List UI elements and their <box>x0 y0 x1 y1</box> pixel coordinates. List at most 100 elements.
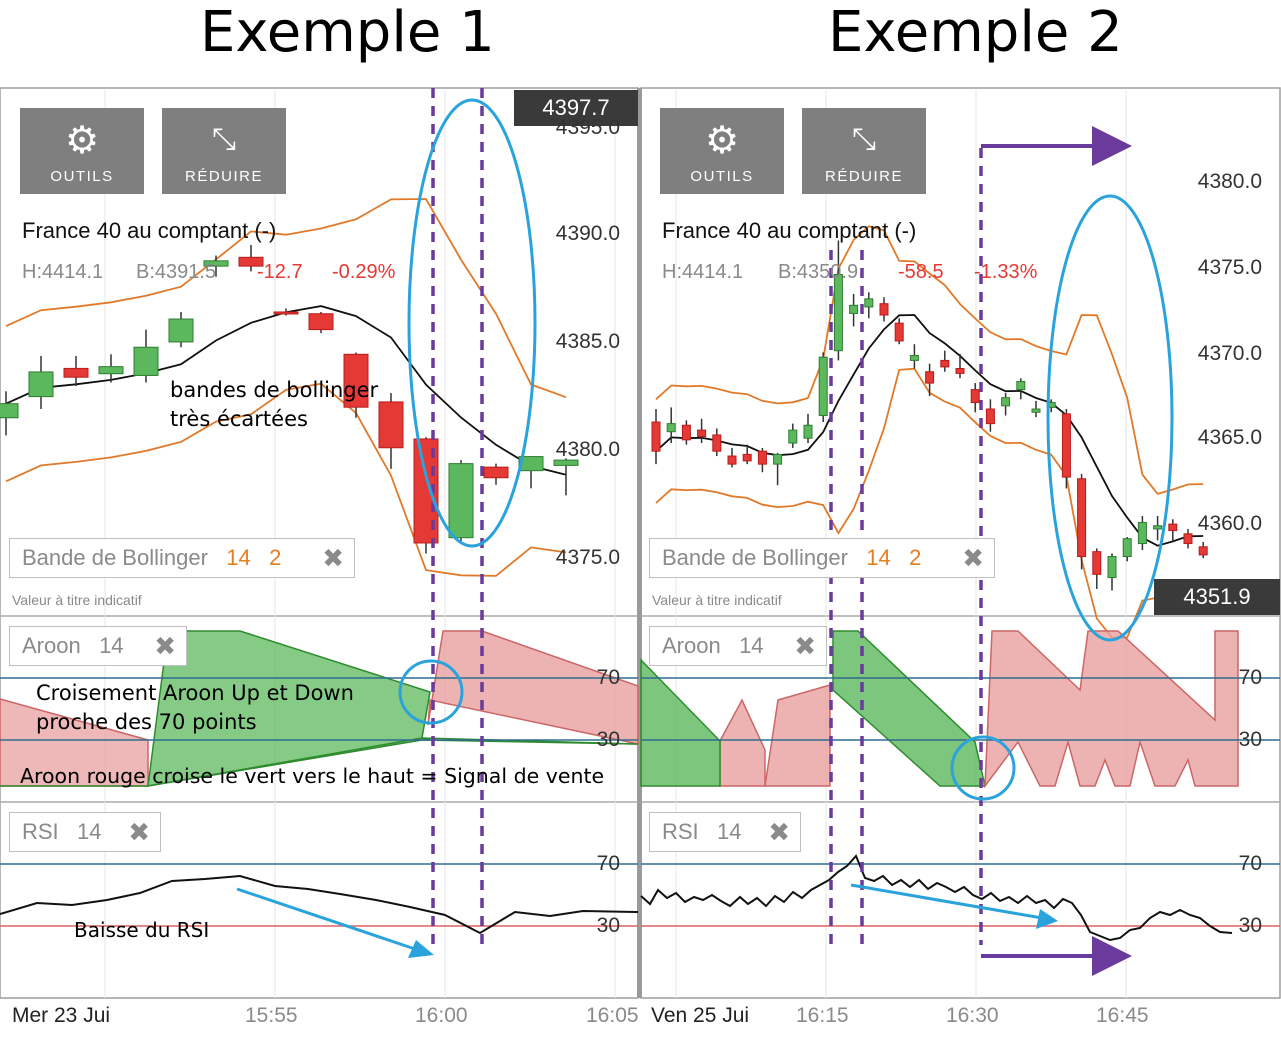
candle <box>378 393 404 469</box>
bollinger-indicator-chip[interactable]: Bande de Bollinger 14 2 ✖ <box>649 538 995 578</box>
candle-body <box>98 366 124 375</box>
candle <box>666 407 676 444</box>
candle-body <box>0 403 19 419</box>
y-axis-label: 4365.0 <box>1197 426 1262 449</box>
tools-button[interactable]: ⚙ OUTILS <box>20 108 144 194</box>
candle-body <box>518 456 544 472</box>
close-icon[interactable]: ✖ <box>322 543 344 573</box>
rsi-indicator-chip[interactable]: RSI 14 ✖ <box>649 812 801 852</box>
reduce-button-label: RÉDUIRE <box>824 168 903 185</box>
candle <box>483 463 509 485</box>
candle-body <box>879 303 889 316</box>
aroon-down-area-2c <box>984 630 1239 789</box>
candle <box>727 447 737 468</box>
annotation-aroon-cross: Croisement Aroon Up et Down <box>36 681 354 705</box>
candle <box>1153 516 1163 541</box>
bollinger-stddev: 2 <box>909 545 922 570</box>
candle-body <box>553 459 579 466</box>
candle <box>1107 553 1117 591</box>
aroon-pane-2 <box>640 630 1280 789</box>
aroon-label: Aroon <box>22 633 81 658</box>
rsi-pane-2 <box>640 854 1280 942</box>
y-axis-label: 4390.0 <box>555 222 620 245</box>
candle <box>1198 541 1208 559</box>
high-value: H:4414.1 <box>22 261 104 283</box>
candle-body <box>970 389 980 404</box>
bollinger-upper-band <box>5 198 567 399</box>
candle <box>940 350 950 372</box>
candle-body <box>833 274 843 352</box>
aroon-indicator-chip[interactable]: Aroon 14 ✖ <box>9 626 187 666</box>
bollinger-period: 14 <box>226 545 251 570</box>
candle <box>788 423 798 448</box>
candle <box>833 240 843 361</box>
reduce-button[interactable]: ⤡ RÉDUIRE <box>802 108 926 194</box>
x-axis-date: Mer 23 Jui <box>12 1004 111 1027</box>
aroon-indicator-chip[interactable]: Aroon 14 ✖ <box>649 626 827 666</box>
candle-body <box>697 429 707 438</box>
reduce-button[interactable]: ⤡ RÉDUIRE <box>162 108 286 194</box>
candle-body <box>63 367 89 378</box>
price-tag: 4351.9 <box>1154 579 1280 615</box>
title-example-2: Exemple 2 <box>828 0 1123 65</box>
rsi-indicator-chip[interactable]: RSI 14 ✖ <box>9 812 161 852</box>
tools-button-label: OUTILS <box>50 168 114 185</box>
candle-body <box>681 424 691 441</box>
candle <box>1183 528 1193 549</box>
candle <box>773 452 783 486</box>
highlight-ellipse-1 <box>407 98 537 548</box>
bollinger-period: 14 <box>866 545 891 570</box>
candle <box>803 413 813 444</box>
instrument-name: France 40 au comptant (-) <box>22 218 277 243</box>
annotation-bands: très écartées <box>170 407 308 431</box>
close-icon[interactable]: ✖ <box>154 631 176 661</box>
candle <box>133 329 159 383</box>
annotation-sell-signal: Aroon rouge croise le vert vers le haut … <box>20 764 605 788</box>
y-axis-label: 4370.0 <box>1197 342 1262 365</box>
y-axis-label: 4360.0 <box>1197 512 1262 535</box>
close-icon[interactable]: ✖ <box>962 543 984 573</box>
rsi-level-label: 30 <box>596 914 620 937</box>
x-axis-label: 15:55 <box>245 1004 298 1027</box>
reduce-button-label: RÉDUIRE <box>184 168 263 185</box>
close-icon[interactable]: ✖ <box>768 817 790 847</box>
rsi-line-2 <box>640 854 1233 942</box>
x-axis-label: 16:05 <box>586 1004 639 1027</box>
candle <box>1092 548 1102 589</box>
candle <box>203 255 229 277</box>
candle-body <box>168 318 194 343</box>
y-axis-label: 4385.0 <box>555 330 620 353</box>
tools-button-label: OUTILS <box>690 168 754 185</box>
highlight-ellipse-2 <box>1046 194 1174 642</box>
candle-body <box>757 450 767 465</box>
bollinger-indicator-chip[interactable]: Bande de Bollinger 14 2 ✖ <box>9 538 355 578</box>
rsi-level-label: 70 <box>596 852 620 875</box>
bollinger-label: Bande de Bollinger <box>662 545 848 570</box>
x-axis-date: Ven 25 Jui <box>651 1004 750 1027</box>
candle <box>448 460 474 542</box>
candle-body <box>1077 478 1087 558</box>
candle <box>818 352 828 422</box>
close-icon[interactable]: ✖ <box>128 817 150 847</box>
bollinger-stddev: 2 <box>269 545 282 570</box>
aroon-label: Aroon <box>662 633 721 658</box>
candle <box>651 409 661 465</box>
aroon-level-label: 30 <box>596 728 620 751</box>
rsi-label: RSI <box>22 819 59 844</box>
candle <box>879 297 889 322</box>
candle-body <box>1031 408 1041 413</box>
panel-divider <box>637 88 642 998</box>
candle-body <box>712 434 722 452</box>
x-axis-label: 16:45 <box>1096 1004 1149 1027</box>
candle-body <box>1137 521 1147 545</box>
candle-body <box>803 424 813 439</box>
rsi-arrow-2 <box>850 883 1058 929</box>
candle <box>1122 537 1132 562</box>
close-icon[interactable]: ✖ <box>794 631 816 661</box>
aroon-up-area-2 <box>640 658 721 787</box>
candle-body <box>1183 533 1193 545</box>
candle <box>168 311 194 348</box>
tools-button[interactable]: ⚙ OUTILS <box>660 108 784 194</box>
candle-body <box>343 353 369 408</box>
